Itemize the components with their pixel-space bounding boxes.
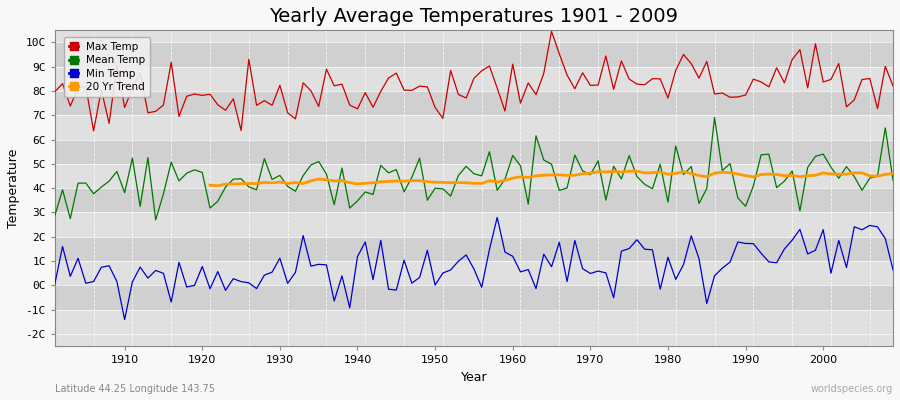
Bar	[55, 188, 893, 212]
Text: Latitude 44.25 Longitude 143.75: Latitude 44.25 Longitude 143.75	[55, 384, 215, 394]
Y-axis label: Temperature: Temperature	[7, 148, 20, 228]
Legend: Max Temp, Mean Temp, Min Temp, 20 Yr Trend: Max Temp, Mean Temp, Min Temp, 20 Yr Tre…	[64, 37, 150, 97]
Text: worldspecies.org: worldspecies.org	[811, 384, 893, 394]
Bar	[55, 164, 893, 188]
Bar	[55, 261, 893, 285]
Bar	[55, 237, 893, 261]
Bar	[55, 212, 893, 237]
Bar	[55, 285, 893, 310]
Title: Yearly Average Temperatures 1901 - 2009: Yearly Average Temperatures 1901 - 2009	[269, 7, 679, 26]
Bar	[55, 115, 893, 140]
Bar	[55, 140, 893, 164]
Bar	[55, 42, 893, 67]
Bar	[55, 67, 893, 91]
X-axis label: Year: Year	[461, 371, 487, 384]
Bar	[55, 310, 893, 334]
Bar	[55, 91, 893, 115]
